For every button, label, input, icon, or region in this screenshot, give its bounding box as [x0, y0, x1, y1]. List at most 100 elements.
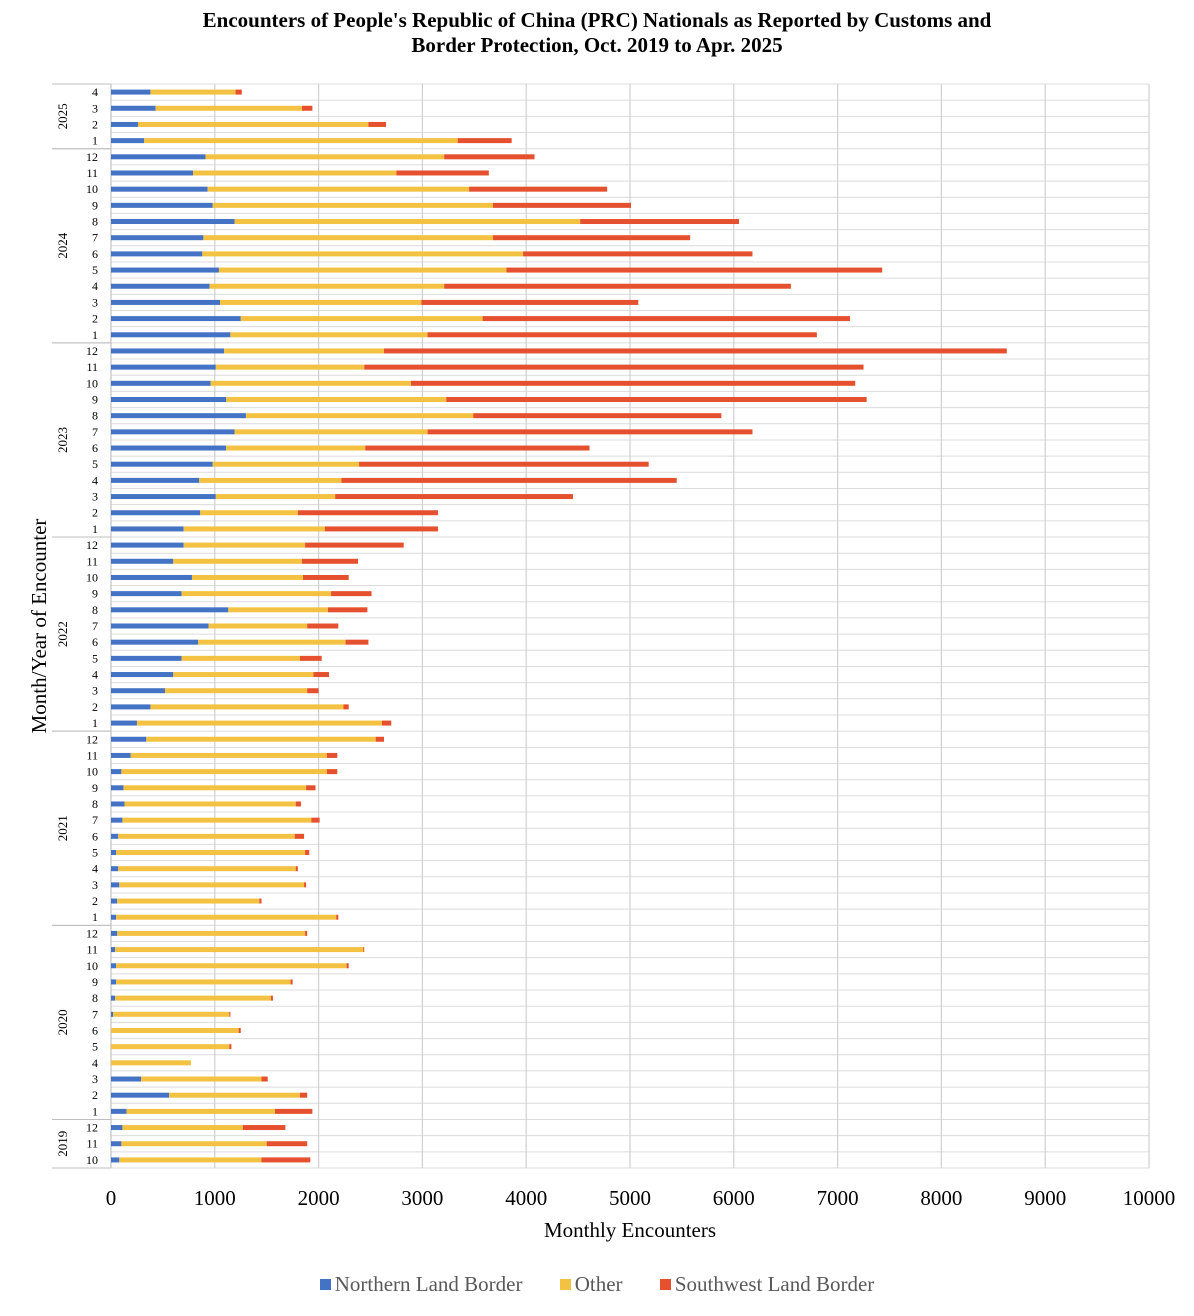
bar-segment [482, 316, 851, 322]
bar-segment [118, 866, 296, 872]
bar-segment [473, 413, 722, 419]
bar-segment [209, 283, 445, 289]
bar-segment [122, 817, 312, 823]
bar-segment [111, 170, 194, 176]
year-label: 2020 [55, 1009, 70, 1035]
bar-segment [111, 655, 182, 661]
month-label: 11 [86, 554, 98, 568]
bar-segment [208, 623, 308, 629]
legend-item-northern: Northern Land Border [319, 1272, 523, 1297]
bar-segment [297, 510, 438, 516]
bar-segment [410, 380, 856, 386]
bar-segment [212, 202, 493, 208]
bar-segment [111, 396, 227, 402]
bar-segment [111, 736, 147, 742]
bar-segment [307, 623, 339, 629]
month-label: 1 [92, 1104, 98, 1118]
bar-segment [183, 542, 306, 548]
month-label: 8 [92, 991, 98, 1005]
bar-segment [111, 283, 210, 289]
x-tick-label: 4000 [505, 1186, 547, 1210]
bar-segment [111, 1092, 170, 1098]
bar-segment [305, 542, 404, 548]
x-tick-label: 2000 [298, 1186, 340, 1210]
bar-segment [444, 154, 535, 160]
bar-segment [111, 720, 137, 726]
bar-segment [111, 89, 151, 95]
bar-segment [202, 251, 524, 257]
bar-segment [396, 170, 489, 176]
bar-segment [113, 1011, 230, 1017]
bar-segment [200, 510, 298, 516]
bar-segment [364, 364, 864, 370]
month-label: 6 [92, 1023, 98, 1037]
bar-segment [210, 380, 411, 386]
bar-segment [343, 704, 349, 710]
bar-segment [169, 1092, 300, 1098]
bar-segment [304, 882, 307, 888]
bar-segment [111, 1108, 127, 1114]
bar-segment [117, 930, 306, 936]
bar-segment [245, 413, 474, 419]
x-tick-label: 5000 [609, 1186, 651, 1210]
bar-segment [311, 817, 320, 823]
month-label: 9 [92, 975, 98, 989]
bar-segment [326, 769, 338, 775]
bar-segment [150, 704, 344, 710]
month-label: 6 [92, 441, 98, 455]
bar-segment [229, 1044, 232, 1050]
bar-segment [111, 963, 117, 969]
bar-segment [207, 186, 470, 192]
bar-segment [136, 720, 382, 726]
legend-swatch-northern [319, 1279, 331, 1290]
month-label: 10 [86, 1153, 98, 1167]
bar-segment [111, 348, 225, 354]
bar-segment [111, 235, 204, 241]
month-label: 1 [92, 134, 98, 148]
bar-segment [266, 1141, 308, 1147]
legend-label-northern: Northern Land Border [334, 1272, 523, 1296]
bar-segment [111, 801, 125, 807]
bar-segment [219, 299, 422, 305]
month-label: 12 [86, 732, 98, 746]
bar-segment [261, 1157, 311, 1163]
bar-segment [111, 542, 184, 548]
bar-segment [111, 574, 192, 580]
bar-segment [111, 607, 229, 613]
bar-segment [301, 558, 359, 564]
bar-segment [111, 1044, 230, 1050]
bar-segment [307, 688, 319, 694]
bar-segment [181, 655, 300, 661]
bar-segment [492, 202, 632, 208]
bar-segment [121, 1141, 267, 1147]
bar-segment [259, 898, 262, 904]
month-label: 2 [92, 894, 98, 908]
bar-segment [111, 494, 216, 500]
x-tick-label: 9000 [1024, 1186, 1066, 1210]
chart-title-line-2: Border Protection, Oct. 2019 to Apr. 202… [411, 33, 783, 57]
month-label: 1 [92, 716, 98, 730]
bar-segment [290, 979, 293, 985]
month-label: 7 [92, 1007, 98, 1021]
bar-segment [111, 979, 117, 985]
bar-segment [116, 914, 337, 920]
bar-segment [111, 672, 174, 678]
month-label: 7 [92, 813, 98, 827]
month-label: 3 [92, 490, 98, 504]
bar-segment [226, 445, 366, 451]
month-label: 5 [92, 1040, 98, 1054]
month-label: 9 [92, 587, 98, 601]
bar-segment [111, 332, 231, 338]
bar-segment [335, 494, 573, 500]
bar-segment [341, 477, 677, 483]
bar-segment [193, 170, 397, 176]
y-axis-title: Month/Year of Encounter [27, 519, 51, 734]
month-label: 3 [92, 295, 98, 309]
bar-segment [122, 1125, 243, 1131]
bar-segment [427, 429, 753, 435]
month-label: 9 [92, 781, 98, 795]
bar-segment [118, 833, 295, 839]
bar-segment [215, 364, 365, 370]
month-label: 11 [86, 166, 98, 180]
month-label: 7 [92, 231, 98, 245]
